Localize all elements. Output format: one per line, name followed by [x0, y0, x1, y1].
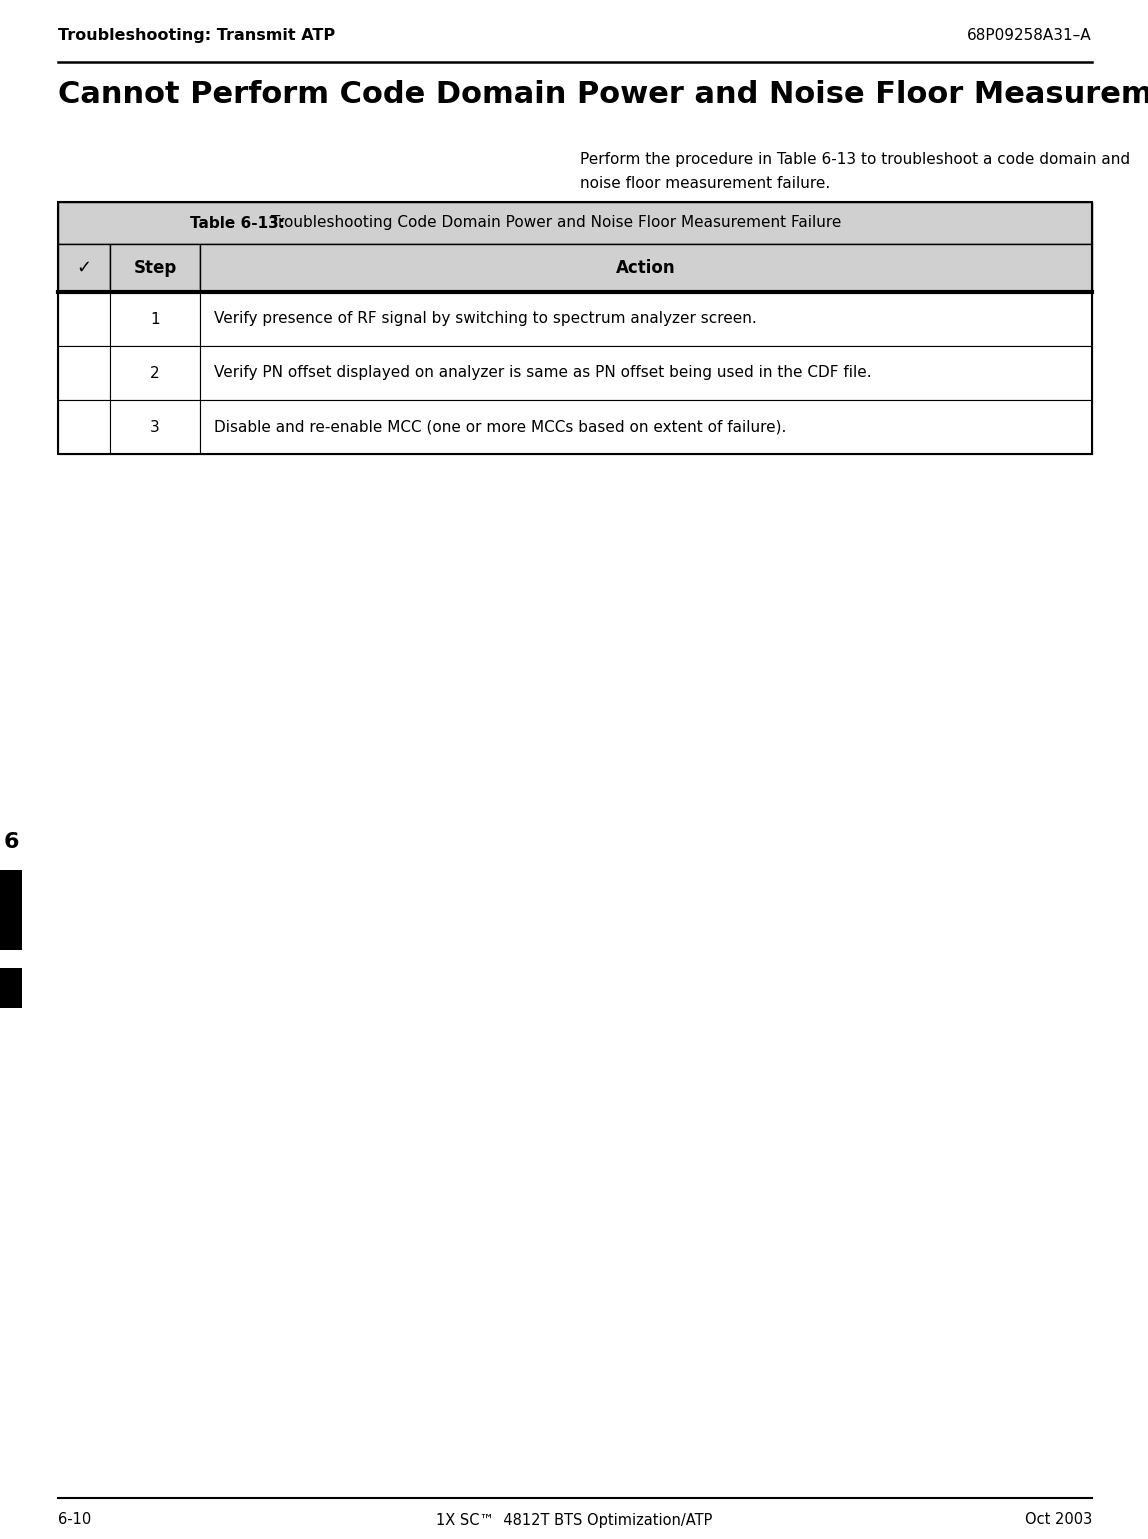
Bar [200, 400, 1092, 454]
Bar [200, 346, 1092, 400]
Bar [59, 202, 1092, 454]
Text: Verify PN offset displayed on analyzer is same as PN offset being used in the CD: Verify PN offset displayed on analyzer i… [214, 365, 871, 380]
Text: 3: 3 [150, 420, 160, 434]
Text: 1X SC™  4812T BTS Optimization/ATP: 1X SC™ 4812T BTS Optimization/ATP [436, 1513, 712, 1528]
Text: ✓: ✓ [77, 259, 92, 277]
Text: Cannot Perform Code Domain Power and Noise Floor Measurement: Cannot Perform Code Domain Power and Noi… [59, 80, 1148, 109]
Text: 2: 2 [150, 365, 160, 380]
Bar [200, 292, 1092, 346]
Text: 6: 6 [3, 833, 18, 853]
Bar [110, 292, 200, 346]
Bar [59, 400, 110, 454]
Text: Action: Action [616, 259, 676, 277]
Text: Verify presence of RF signal by switching to spectrum analyzer screen.: Verify presence of RF signal by switchin… [214, 311, 757, 326]
Bar [0, 870, 22, 950]
Bar [110, 245, 200, 292]
Bar [110, 346, 200, 400]
Bar [59, 346, 110, 400]
Text: Step: Step [133, 259, 177, 277]
Bar [0, 968, 22, 1008]
Text: Perform the procedure in Table 6-13 to troubleshoot a code domain and: Perform the procedure in Table 6-13 to t… [580, 152, 1130, 168]
Text: 1: 1 [150, 311, 160, 326]
Bar [59, 202, 1092, 245]
Bar [200, 245, 1092, 292]
Text: Troubleshooting Code Domain Power and Noise Floor Measurement Failure: Troubleshooting Code Domain Power and No… [266, 215, 841, 231]
Text: 68P09258A31–A: 68P09258A31–A [968, 28, 1092, 43]
Text: Oct 2003: Oct 2003 [1025, 1513, 1092, 1528]
Text: Disable and re-enable MCC (one or more MCCs based on extent of failure).: Disable and re-enable MCC (one or more M… [214, 420, 786, 434]
Bar [59, 292, 110, 346]
Text: Troubleshooting: Transmit ATP: Troubleshooting: Transmit ATP [59, 28, 335, 43]
Text: noise floor measurement failure.: noise floor measurement failure. [580, 175, 830, 191]
Bar [110, 400, 200, 454]
Bar [59, 245, 110, 292]
Text: Table 6-13:: Table 6-13: [191, 215, 285, 231]
Text: 6-10: 6-10 [59, 1513, 91, 1528]
